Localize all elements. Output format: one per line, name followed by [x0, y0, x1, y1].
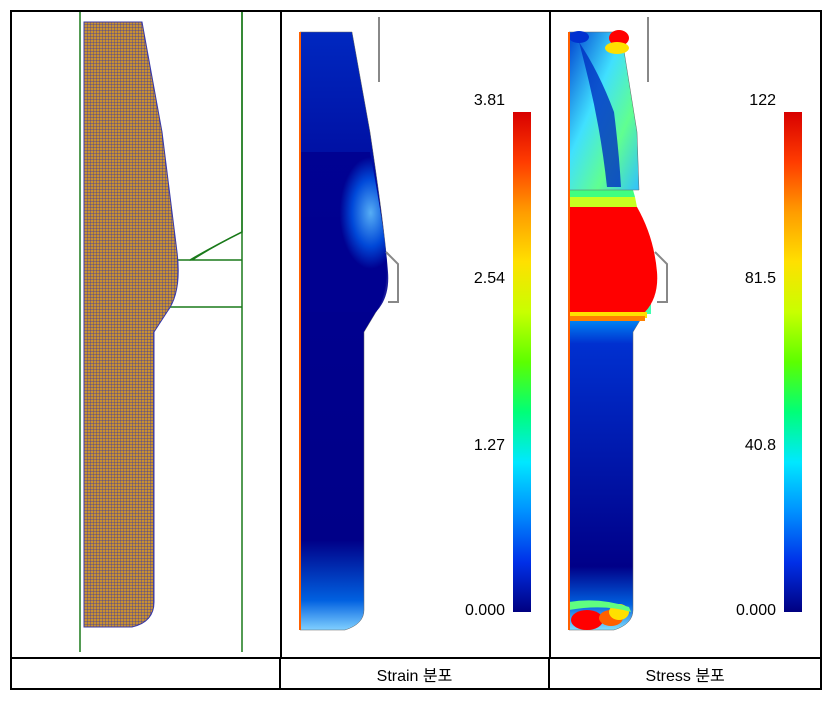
stress-body-svg: [559, 12, 749, 652]
mesh-caption-cell: [12, 659, 281, 688]
strain-colorbar-svg: [513, 112, 531, 612]
strain-mid2-label: 1.27: [474, 437, 505, 455]
mesh-panel: [12, 12, 280, 657]
strain-max-label: 3.81: [474, 92, 505, 110]
main-row: 3.81 2.54 1.27 0.000: [12, 12, 820, 659]
mesh-cell: [12, 12, 282, 657]
stress-mid1-label: 81.5: [745, 270, 776, 288]
stress-min-label: 0.000: [736, 602, 776, 620]
strain-mid1-label: 2.54: [474, 270, 505, 288]
label-row: Strain 분포 Stress 분포: [12, 659, 820, 688]
figure-container: 3.81 2.54 1.27 0.000: [10, 10, 822, 690]
stress-caption: Stress 분포: [646, 662, 725, 686]
stress-max-label: 122: [749, 92, 776, 110]
mesh-svg: [12, 12, 282, 652]
stress-mid2-label: 40.8: [745, 437, 776, 455]
strain-body-svg: [290, 12, 480, 652]
stress-panel: 122 81.5 40.8 0.000: [551, 12, 820, 657]
strain-colorbar: [513, 112, 531, 612]
stress-colorbar-svg: [784, 112, 802, 612]
strain-cell: 3.81 2.54 1.27 0.000: [282, 12, 551, 657]
strain-panel: 3.81 2.54 1.27 0.000: [282, 12, 549, 657]
strain-caption-cell: Strain 분포: [281, 659, 551, 688]
strain-caption: Strain 분포: [377, 662, 453, 686]
stress-caption-cell: Stress 분포: [550, 659, 820, 688]
stress-cell: 122 81.5 40.8 0.000: [551, 12, 820, 657]
stress-colorbar: [784, 112, 802, 612]
strain-min-label: 0.000: [465, 602, 505, 620]
